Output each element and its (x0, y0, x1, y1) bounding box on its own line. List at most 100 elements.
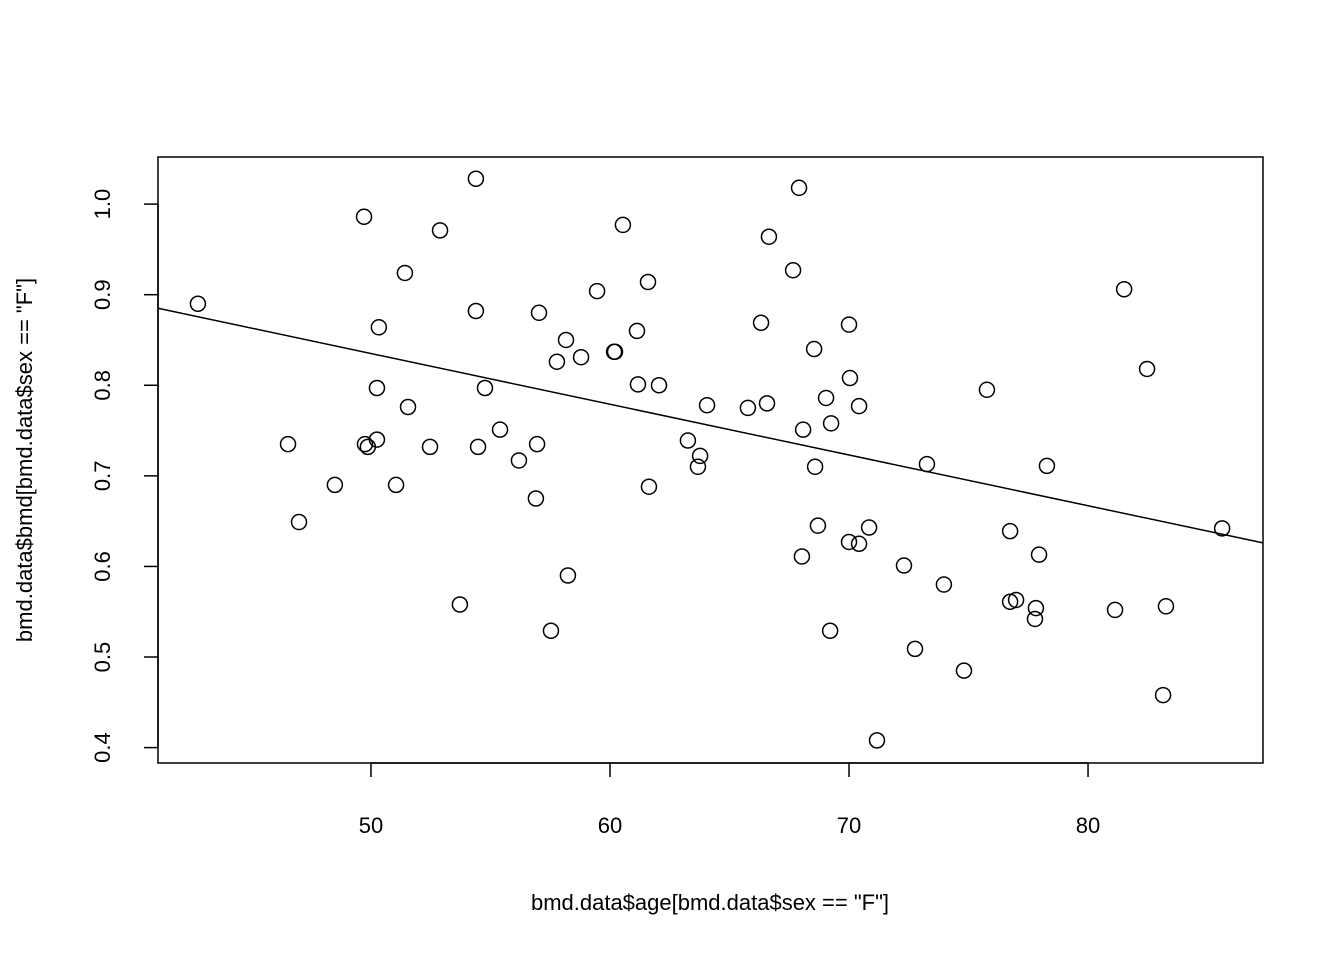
data-point (794, 421, 812, 438)
y-axis: 0.4 0.5 0.6 0.7 0.8 0.9 1.0 (90, 189, 159, 763)
data-point (918, 455, 936, 473)
data-point (650, 377, 668, 394)
data-point (1138, 360, 1156, 378)
y-tick-label: 0.9 (90, 279, 115, 310)
y-tick-label: 0.4 (90, 732, 115, 763)
data-point (326, 476, 344, 494)
data-point (817, 389, 835, 407)
data-point (1026, 610, 1044, 628)
data-point (793, 548, 811, 565)
plot-frame (157, 156, 1264, 764)
data-point (368, 431, 386, 448)
data-point (840, 316, 858, 333)
data-point (628, 322, 646, 340)
data-point (476, 379, 494, 397)
data-point (895, 557, 913, 574)
data-point (760, 228, 778, 245)
data-point (640, 478, 658, 495)
data-point (821, 622, 839, 639)
data-point (850, 535, 868, 553)
x-tick-label: 80 (1076, 813, 1100, 838)
data-point (868, 732, 886, 749)
data-point (355, 208, 373, 226)
data-point (290, 513, 308, 531)
data-point (840, 533, 858, 551)
y-tick-label: 0.8 (90, 370, 115, 401)
data-point (528, 435, 546, 453)
data-point (368, 379, 386, 397)
x-axis: 50 60 70 80 (359, 762, 1100, 838)
data-point (451, 596, 469, 613)
y-tick-label: 0.6 (90, 551, 115, 582)
data-point (1001, 593, 1019, 611)
data-points (189, 170, 1231, 749)
data-point (542, 622, 560, 639)
data-point (679, 432, 697, 449)
y-axis-label: bmd.data$bmd[bmd.data$sex == "F"] (12, 278, 37, 642)
data-point (491, 421, 509, 438)
data-point (606, 343, 624, 361)
y-tick-label: 1.0 (90, 189, 115, 220)
data-point (841, 369, 859, 387)
data-point (691, 447, 709, 465)
data-point (559, 567, 577, 584)
data-point (639, 273, 657, 291)
data-point (1030, 546, 1048, 563)
data-point (955, 662, 973, 679)
data-point (850, 397, 868, 415)
y-tick-label: 0.7 (90, 461, 115, 492)
data-point (1038, 457, 1056, 475)
data-point (1115, 281, 1133, 298)
data-point (1007, 591, 1025, 609)
x-axis-label: bmd.data$age[bmd.data$sex == "F"] (531, 890, 889, 915)
y-tick-label: 0.5 (90, 642, 115, 673)
data-point (527, 490, 545, 507)
data-point (370, 319, 388, 336)
data-point (790, 179, 808, 197)
data-point (572, 348, 590, 366)
data-point (809, 517, 827, 534)
data-point (279, 435, 297, 453)
data-point (805, 340, 823, 358)
data-point (399, 398, 417, 416)
data-point (978, 381, 996, 399)
data-point (689, 458, 707, 476)
data-point (906, 640, 924, 658)
data-point (784, 261, 802, 279)
data-point (1213, 520, 1231, 537)
x-tick-label: 70 (837, 813, 861, 838)
data-point (629, 376, 647, 393)
data-point (557, 331, 575, 349)
data-point (698, 396, 716, 414)
data-point (1106, 601, 1124, 619)
data-point (189, 295, 207, 312)
data-point (510, 452, 528, 469)
data-point (739, 399, 757, 417)
data-point (752, 314, 770, 332)
data-point (1154, 686, 1172, 704)
data-point (588, 282, 606, 300)
data-point (530, 304, 548, 322)
data-point (1001, 522, 1019, 540)
data-point (1157, 598, 1175, 615)
data-point (935, 576, 953, 593)
data-point (758, 395, 776, 412)
data-point (467, 170, 485, 187)
data-point (860, 519, 878, 536)
data-point (822, 415, 840, 432)
data-point (1027, 599, 1045, 617)
data-point (356, 435, 374, 453)
data-point (421, 438, 439, 456)
data-point (396, 264, 414, 282)
data-point (431, 222, 449, 239)
data-point (387, 476, 405, 494)
data-point (469, 438, 487, 456)
data-point (806, 458, 824, 476)
data-point (548, 353, 566, 370)
regression-line (157, 307, 1264, 544)
data-point (614, 216, 632, 234)
x-tick-label: 50 (359, 813, 383, 838)
x-tick-label: 60 (598, 813, 622, 838)
data-point (467, 302, 485, 320)
